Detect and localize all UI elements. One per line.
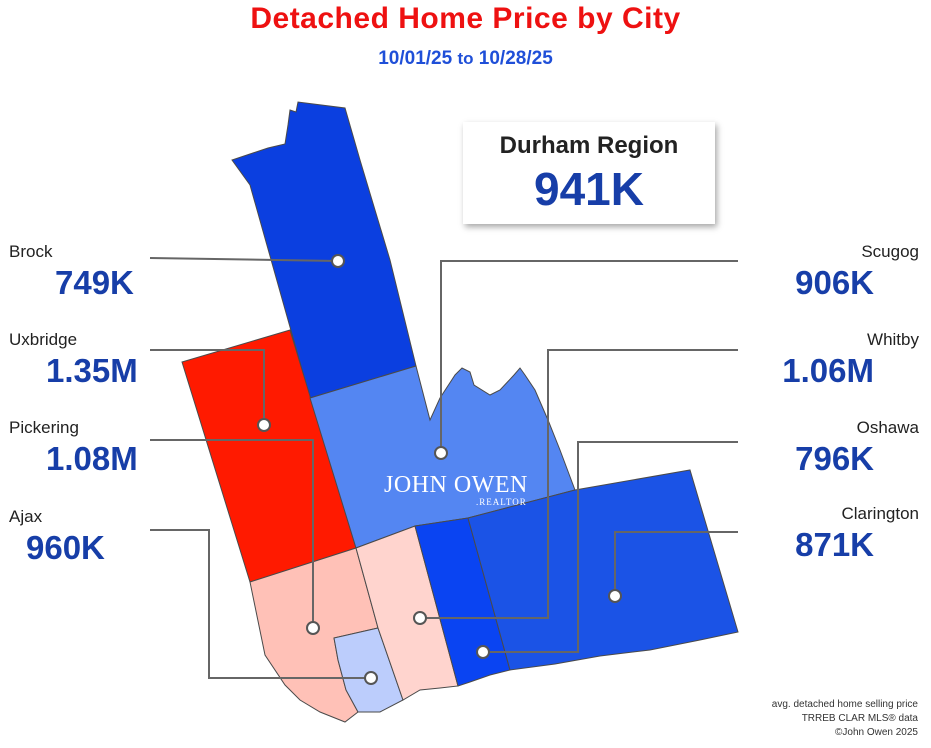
footer-line-3: ©John Owen 2025 [835, 727, 918, 738]
city-price: 796K [795, 440, 874, 477]
label-brock: Brock 749K [9, 242, 134, 299]
region-clarington[interactable] [467, 469, 739, 671]
marker-clarington[interactable] [608, 589, 622, 603]
label-pickering: Pickering 1.08M [9, 418, 138, 475]
city-name: Brock [9, 242, 53, 261]
john-owen-logo: JOHN OWEN .REALTOR [384, 472, 528, 507]
footer-notes: avg. detached home selling price TRREB C… [772, 698, 918, 740]
page-title: Detached Home Price by City [250, 2, 681, 35]
city-price: 749K [55, 264, 134, 301]
footer-line-1: avg. detached home selling price [771, 699, 918, 710]
city-price: 871K [795, 526, 874, 563]
city-name: Whitby [867, 330, 919, 349]
city-price: 1.06M [782, 352, 874, 389]
logo-subtitle: .REALTOR [476, 497, 527, 507]
marker-uxbridge[interactable] [257, 418, 271, 432]
date-start: 10/01/25 [378, 48, 453, 69]
label-whitby: Whitby 1.06M [782, 330, 919, 387]
logo-name: JOHN OWEN [384, 472, 528, 498]
date-connector: to [457, 49, 474, 68]
city-price: 1.08M [46, 440, 138, 477]
leader-ajax [150, 529, 371, 679]
city-name: Scugog [861, 242, 919, 261]
label-scugog: Scugog 906K [795, 242, 919, 299]
leader-brock [149, 257, 339, 262]
city-price: 960K [26, 529, 105, 566]
leader-scugog [440, 260, 738, 453]
label-oshawa: Oshawa 796K [795, 418, 919, 475]
city-name: Clarington [841, 504, 920, 523]
marker-brock[interactable] [331, 254, 345, 268]
label-uxbridge: Uxbridge 1.35M [9, 330, 138, 387]
marker-whitby[interactable] [413, 611, 427, 625]
label-ajax: Ajax 960K [9, 507, 105, 564]
region-price: 941K [534, 163, 644, 215]
date-end: 10/28/25 [478, 48, 553, 69]
city-name: Pickering [9, 418, 79, 437]
marker-ajax[interactable] [364, 671, 378, 685]
date-range: 10/01/25 to 10/28/25 [0, 48, 931, 70]
leader-pickering [150, 439, 314, 628]
leader-clarington [614, 531, 738, 596]
leader-uxbridge [150, 349, 265, 425]
footer-line-2: TRREB CLAR MLS® data [801, 713, 918, 724]
region-summary-box: Durham Region 941K [463, 122, 715, 224]
region-name: Durham Region [499, 132, 679, 159]
city-name: Oshawa [856, 418, 919, 437]
city-name: Ajax [9, 507, 43, 526]
marker-oshawa[interactable] [476, 645, 490, 659]
city-price: 906K [795, 264, 874, 301]
city-price: 1.35M [46, 352, 138, 389]
leader-whitby [420, 349, 738, 619]
marker-pickering[interactable] [306, 621, 320, 635]
marker-scugog[interactable] [434, 446, 448, 460]
label-clarington: Clarington 871K [795, 504, 919, 561]
leader-oshawa [483, 441, 738, 653]
city-name: Uxbridge [9, 330, 78, 349]
